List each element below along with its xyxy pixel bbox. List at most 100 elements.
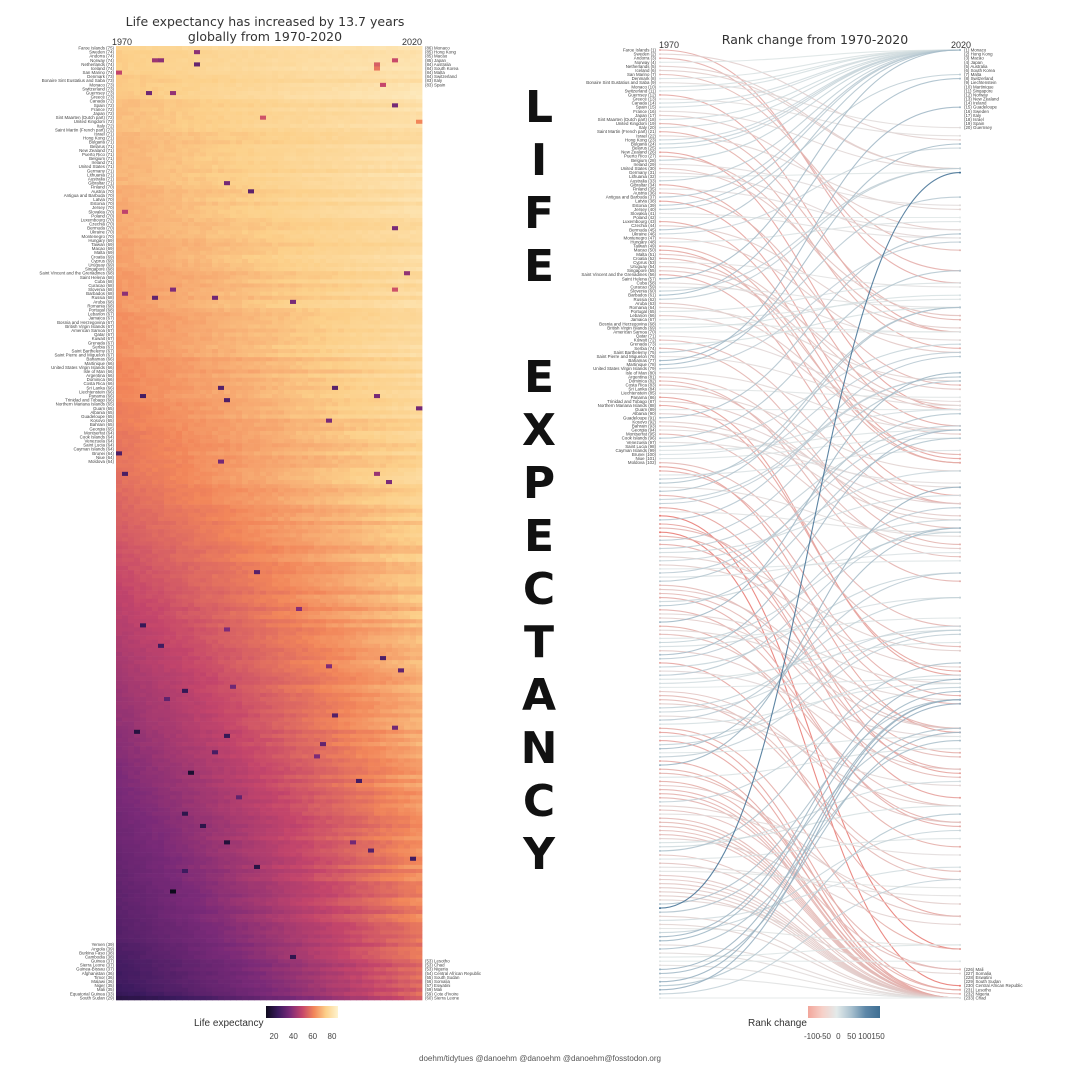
heatmap-cell [320,361,327,366]
heatmap-cell [272,234,279,239]
heatmap-cell [314,357,321,362]
heatmap-cell [254,177,261,182]
heatmap-cell [368,348,375,354]
heatmap-cell [218,238,225,243]
heatmap-cell [188,78,195,84]
heatmap-cell [176,267,183,272]
heatmap-cell [308,95,315,100]
heatmap-cell [200,406,207,411]
heatmap-cell [344,344,351,350]
heatmap-cell [260,385,267,391]
heatmap-cell [200,275,207,280]
heatmap-cell [278,119,285,125]
heatmap-cell [356,332,363,337]
heatmap-cell [242,275,249,280]
heatmap-cell [338,328,345,333]
heatmap-cell [410,299,417,305]
heatmap-cell [380,185,387,190]
heatmap-cell [260,430,267,436]
heatmap-cell [194,369,201,374]
heatmap-cell [152,58,159,63]
heatmap-cell [182,46,189,51]
heatmap-cell [272,336,279,342]
heatmap-cell [398,353,405,358]
heatmap-cell [230,181,237,186]
heatmap-cell [326,209,333,215]
heatmap-cell [176,156,183,161]
heatmap-cell [296,177,303,182]
heatmap-cell [260,414,267,419]
heatmap-cell [350,430,357,436]
heatmap-cell [128,181,135,186]
heatmap-cell [242,103,249,108]
heatmap-cell [374,234,381,239]
heatmap-cell [194,226,201,231]
heatmap-cell [248,119,255,125]
heatmap-cell [218,172,225,178]
heatmap-cell [362,50,369,55]
heatmap-cell [302,156,309,161]
heatmap-cell [296,160,303,166]
heatmap-cell [146,418,153,423]
heatmap-cell [206,389,213,395]
heatmap-cell [290,58,297,63]
heatmap-cell [254,172,261,178]
heatmap-cell [188,197,195,202]
heatmap-cell [314,217,321,223]
heatmap-cell [386,263,393,268]
heatmap-cell [224,357,231,362]
heatmap-cell [404,78,411,84]
heatmap-cell [362,217,369,223]
heatmap-cell [302,111,309,116]
heatmap-cell [242,82,249,88]
heatmap-cell [284,430,291,436]
heatmap-cell [272,209,279,215]
heatmap-cell [344,303,351,309]
heatmap-cell [152,131,159,137]
heatmap-cell [176,205,183,211]
heatmap-cell [416,111,423,116]
heatmap-cell [374,230,381,235]
heatmap-cell [368,308,375,313]
heatmap-cell [398,156,405,161]
heatmap-cell [248,402,255,407]
heatmap-cell [242,74,249,80]
heatmap-cell [140,160,147,166]
heatmap-cell [182,267,189,272]
heatmap-cell [254,299,261,305]
heatmap-cell [158,91,165,96]
heatmap-cell [290,303,297,309]
heatmap-cell [362,95,369,100]
heatmap-cell [278,144,285,149]
heatmap-cell [380,95,387,100]
heatmap-cell [278,136,285,141]
heatmap-cell [188,82,195,88]
heatmap-cell [236,189,243,194]
heatmap-cell [236,197,243,202]
heatmap-cell [164,103,171,108]
heatmap-cell [344,267,351,272]
heatmap-cell [380,205,387,211]
heatmap-cell [374,91,381,96]
heatmap-cell [182,177,189,182]
heatmap-cell [290,369,297,374]
heatmap-cell [308,361,315,366]
heatmap-cell [314,365,321,370]
heatmap-cell [278,254,285,260]
heatmap-cell [206,230,213,235]
heatmap-row [116,107,423,112]
heatmap-cell [248,254,255,260]
heatmap-cell [134,168,141,174]
heatmap-cell [320,217,327,223]
heatmap-cell [344,234,351,239]
heatmap-cell [236,226,243,231]
heatmap-cell [314,164,321,170]
heatmap-cell [272,181,279,186]
heatmap-cell [314,193,321,198]
heatmap-cell [152,168,159,174]
heatmap-cell [386,54,393,59]
heatmap-cell [362,250,369,256]
heatmap-cell [350,213,357,219]
heatmap-cell [278,58,285,63]
heatmap-cell [374,434,381,440]
